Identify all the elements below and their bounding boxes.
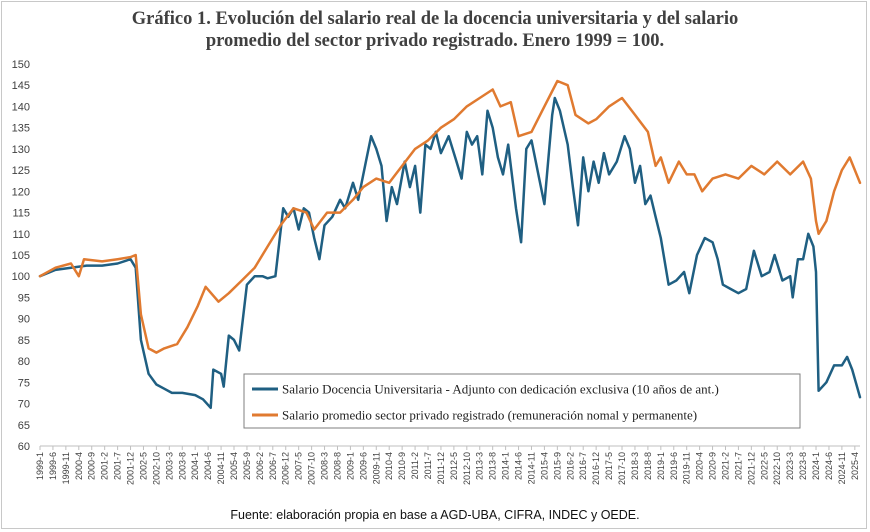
- series-line-docencia: [38, 96, 862, 410]
- x-tick-label: 2000-9: [87, 452, 97, 480]
- x-tick-label: 2004-1: [190, 452, 200, 480]
- x-tick-label: 2019-11: [682, 452, 692, 484]
- x-tick-label: 2014-1: [501, 452, 511, 480]
- chart-source: Fuente: elaboración propia en base a AGD…: [230, 508, 640, 522]
- x-tick-label: 2007-10: [307, 452, 317, 485]
- x-tick-label: 2002-5: [138, 452, 148, 480]
- x-tick-label: 2005-4: [229, 452, 239, 480]
- x-tick-label: 2006-7: [268, 452, 278, 480]
- x-tick-label: 2021-12: [746, 452, 756, 485]
- y-tick-label: 115: [12, 208, 30, 220]
- y-tick-label: 140: [12, 101, 30, 113]
- x-tick-label: 2014-6: [514, 452, 524, 480]
- x-tick-label: 2001-2: [100, 452, 110, 480]
- y-tick-label: 130: [12, 144, 30, 156]
- y-tick-label: 60: [18, 441, 30, 453]
- x-tick-label: 2017-5: [604, 452, 614, 480]
- y-tick-label: 70: [18, 399, 30, 411]
- legend-box: [243, 373, 801, 429]
- x-tick-label: 2012-5: [449, 452, 459, 480]
- y-tick-label: 105: [12, 250, 30, 262]
- x-tick-label: 1999-11: [61, 452, 71, 484]
- x-tick-label: 2009-6: [358, 452, 368, 480]
- legend: Salario Docencia Universitaria - Adjunto…: [243, 373, 801, 429]
- x-tick-label: 2010-9: [397, 452, 407, 480]
- x-tick-label: 2010-4: [384, 452, 394, 480]
- x-tick-label: 2006-2: [255, 452, 265, 480]
- x-tick-label: 2009-1: [345, 452, 355, 480]
- y-tick-label: 110: [12, 229, 30, 241]
- x-tick-label: 2016-2: [565, 452, 575, 480]
- x-tick-label: 2011-7: [423, 452, 433, 479]
- x-tick-label: 2003-3: [164, 452, 174, 480]
- x-tick-label: 2021-7: [733, 452, 743, 480]
- x-tick-label: 2019-6: [669, 452, 679, 480]
- x-tick-label: 2015-4: [539, 452, 549, 480]
- x-tick-label: 1999-1: [35, 452, 45, 480]
- x-tick-label: 2005-9: [242, 452, 252, 480]
- x-tick-label: 2016-7: [578, 452, 588, 480]
- x-tick-label: 2009-11: [371, 452, 381, 484]
- y-tick-label: 145: [12, 80, 30, 92]
- x-tick-label: 2022-5: [759, 452, 769, 480]
- x-axis: 1999-1 1999-6 1999-11 2000-4 2000-9 2001-2 200…: [35, 445, 860, 485]
- y-tick-label: 135: [12, 123, 30, 135]
- x-tick-label: 2004-11: [216, 452, 226, 484]
- x-tick-label: 2001-12: [126, 452, 136, 485]
- x-tick-label: 2006-12: [281, 452, 291, 485]
- x-tick-label: 2023-3: [785, 452, 795, 480]
- x-tick-label: 2011-12: [436, 452, 446, 484]
- x-tick-label: 2022-10: [772, 452, 782, 485]
- x-tick-label: 2015-9: [552, 452, 562, 480]
- x-tick-label: 2018-8: [643, 452, 653, 480]
- x-tick-label: 2008-3: [320, 452, 330, 480]
- x-tick-label: 2016-12: [591, 452, 601, 485]
- y-tick-label: 120: [12, 186, 30, 198]
- series-layer: [38, 79, 862, 410]
- x-tick-label: 2024-11: [837, 452, 847, 484]
- chart-title-line-2: promedio del sector privado registrado. …: [205, 31, 665, 51]
- y-tick-label: 85: [18, 335, 30, 347]
- series-line-privado: [38, 79, 862, 354]
- x-tick-label: 2023-8: [798, 452, 808, 480]
- x-tick-label: 2024-1: [811, 452, 821, 480]
- x-tick-label: 2025-4: [850, 452, 860, 480]
- x-tick-label: 2020-4: [695, 452, 705, 480]
- x-tick-label: 2019-1: [656, 452, 666, 480]
- y-tick-label: 65: [18, 420, 30, 432]
- x-tick-label: 2002-10: [151, 452, 161, 485]
- x-tick-label: 2007-5: [294, 452, 304, 480]
- y-tick-label: 150: [12, 59, 30, 71]
- y-tick-label: 90: [18, 314, 30, 326]
- x-tick-label: 2021-2: [720, 452, 730, 480]
- y-axis: 60 65 70 75 80 85 90 95 100 105 110 115 120 125 130 135…: [12, 59, 30, 453]
- x-tick-label: 2001-7: [113, 452, 123, 480]
- x-tick-label: 2012-10: [462, 452, 472, 485]
- chart-title: Gráfico 1. Evolución del salario real de…: [2, 8, 868, 52]
- legend-label-docencia: Salario Docencia Universitaria - Adjunto…: [282, 382, 719, 397]
- x-tick-label: 2017-10: [617, 452, 627, 485]
- chart-title-line-1: Gráfico 1. Evolución del salario real de…: [131, 9, 739, 29]
- x-tick-label: 2020-9: [708, 452, 718, 480]
- y-tick-label: 100: [12, 271, 30, 283]
- y-tick-label: 125: [12, 165, 30, 177]
- x-tick-label: 2011-2: [410, 452, 420, 479]
- x-tick-label: 2013-8: [488, 452, 498, 480]
- x-tick-label: 2018-3: [630, 452, 640, 480]
- x-tick-label: 1999-6: [48, 452, 58, 480]
- x-tick-label: 2003-8: [177, 452, 187, 480]
- y-tick-label: 75: [18, 377, 30, 389]
- x-tick-label: 2008-8: [332, 452, 342, 480]
- x-tick-label: 2000-4: [74, 452, 84, 480]
- x-tick-label: 2024-6: [824, 452, 834, 480]
- y-tick-label: 95: [18, 292, 30, 304]
- legend-label-privado: Salario promedio sector privado registra…: [282, 408, 697, 423]
- x-tick-label: 2004-6: [203, 452, 213, 480]
- y-tick-label: 80: [18, 356, 30, 368]
- x-tick-label: 2014-11: [526, 452, 536, 484]
- x-tick-label: 2013-3: [475, 452, 485, 480]
